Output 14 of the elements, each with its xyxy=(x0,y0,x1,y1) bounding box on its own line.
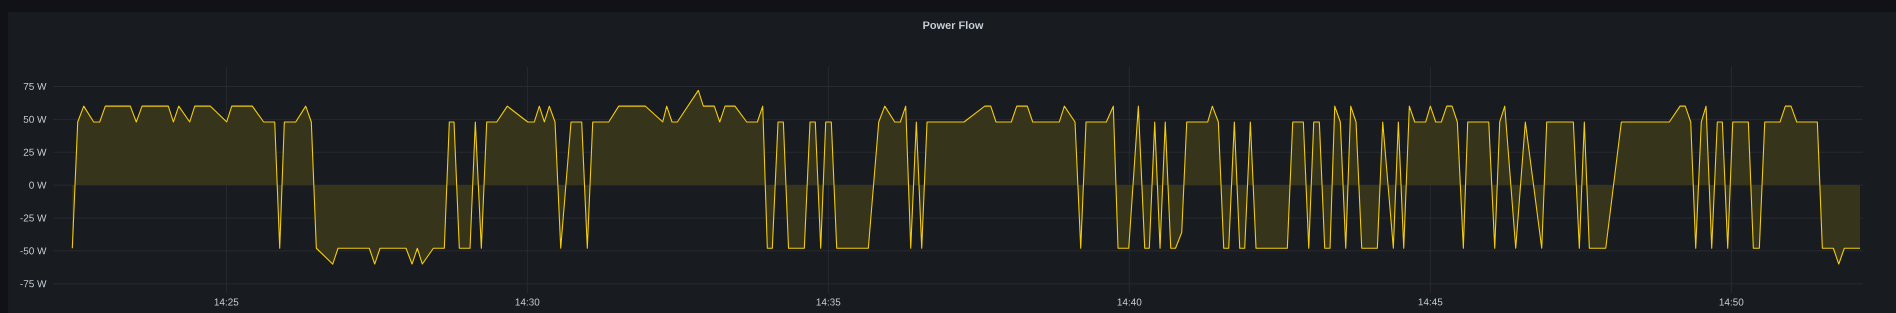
x-tick-label: 14:25 xyxy=(214,298,239,306)
x-tick-label: 14:45 xyxy=(1418,298,1443,306)
y-tick-label: 25 W xyxy=(23,148,47,156)
y-tick-label: 75 W xyxy=(23,82,47,90)
y-tick-label: -25 W xyxy=(20,214,47,222)
y-tick-label: -75 W xyxy=(20,280,47,288)
x-tick-label: 14:50 xyxy=(1719,298,1744,306)
x-tick-label: 14:30 xyxy=(515,298,540,306)
y-tick-label: 50 W xyxy=(23,115,47,123)
y-tick-label: 0 W xyxy=(29,181,47,189)
x-tick-label: 14:35 xyxy=(816,298,841,306)
chart-title: Power Flow xyxy=(923,20,984,30)
y-tick-label: -50 W xyxy=(20,247,47,255)
x-tick-label: 14:40 xyxy=(1117,298,1142,306)
